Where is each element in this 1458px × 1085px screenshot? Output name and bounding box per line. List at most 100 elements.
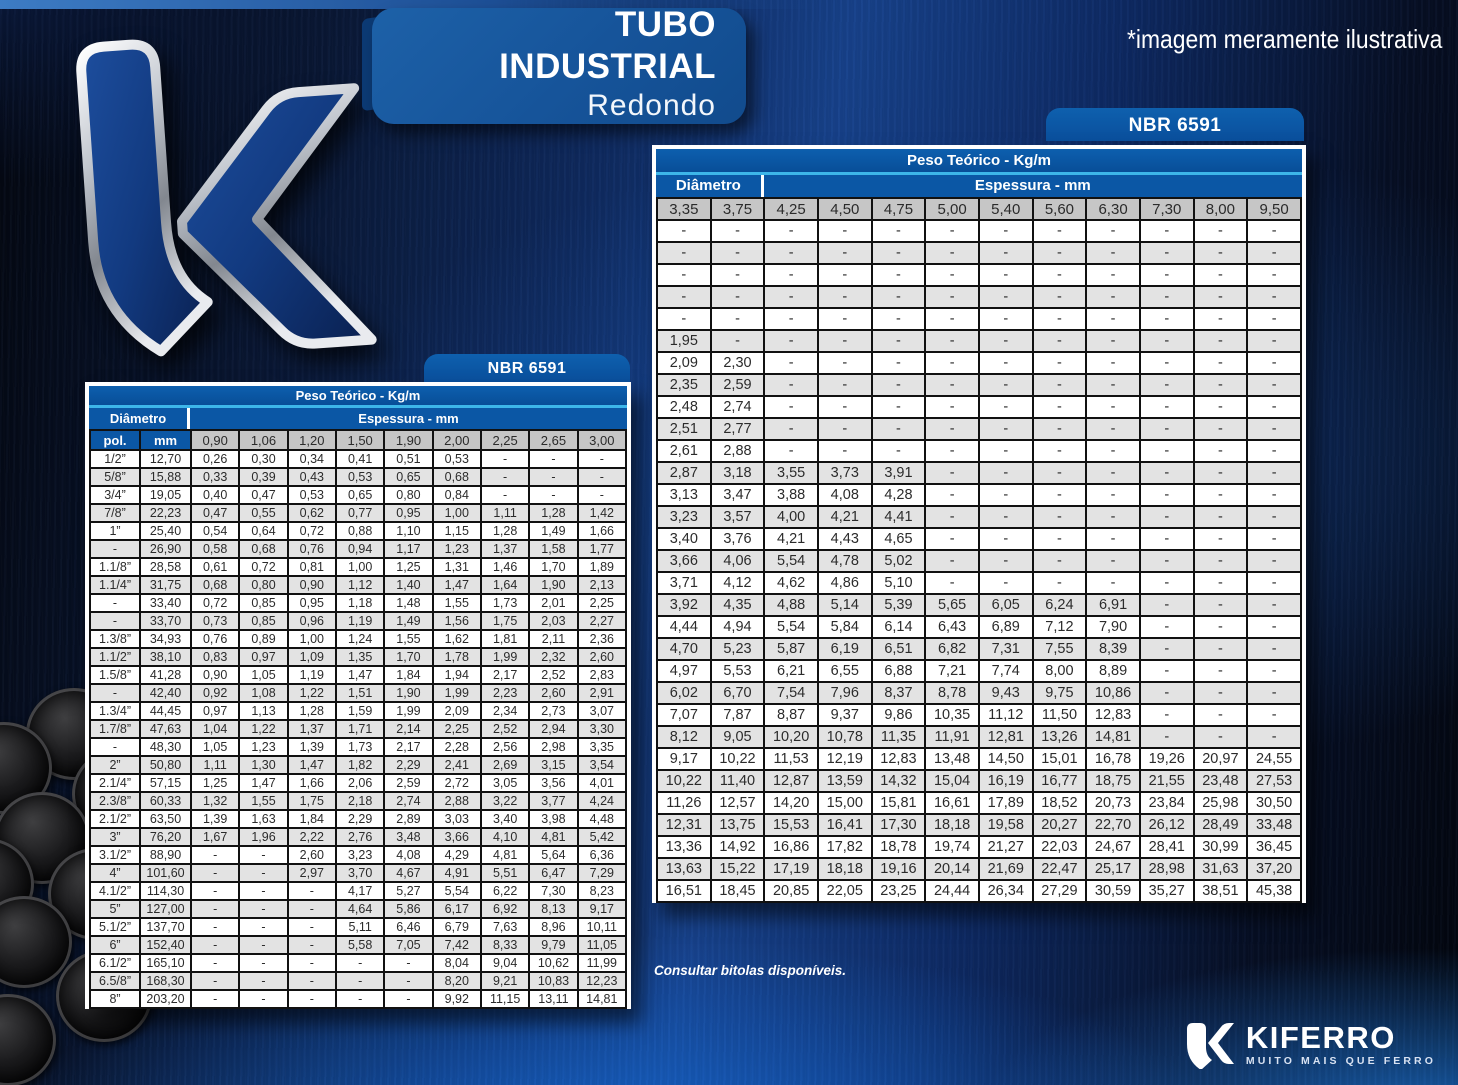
table-cell: 3,73 — [816, 461, 873, 485]
table-cell: 5,84 — [816, 615, 873, 639]
table-cell: 11,12 — [977, 703, 1034, 727]
top-light-strip — [0, 0, 820, 9]
table-cell: - — [1192, 373, 1249, 397]
table-cell: 11,99 — [576, 953, 628, 973]
table-cell: 13,75 — [709, 813, 766, 837]
table-row: 3,23 3,57 4,00 4,21 4,41- - - - - - - — [656, 505, 1302, 529]
table-cell: - — [1138, 329, 1195, 353]
table-cell: 0,30 — [238, 449, 289, 469]
table-row: 2,48 2,74- - - - - - - - - - — [656, 395, 1302, 419]
table-cell: - — [1138, 549, 1195, 573]
table-cell: - — [1138, 703, 1195, 727]
table-cell: - — [977, 219, 1034, 243]
table-cell: - — [189, 989, 241, 1009]
table-cell: 5/8” — [89, 467, 141, 487]
table-cell: 21,69 — [977, 857, 1034, 881]
table-cell: - — [1138, 395, 1195, 419]
table-cell: 2,52 — [479, 719, 531, 739]
table-cell: - — [1085, 461, 1141, 485]
table-cell: - — [189, 899, 241, 919]
table-row: 2.1/4” 57,15 1,25 1,47 1,66 2,06 2,59 2,72 3,05 3… — [89, 773, 628, 793]
table-cell: - — [1246, 373, 1302, 397]
table-cell: 1,66 — [286, 773, 337, 793]
table-cell: - — [1031, 241, 1088, 265]
table-row: 2” 50,80 1,11 1,30 1,47 1,82 2,29 2,41 2,69 3,15 3… — [89, 755, 628, 775]
table-cell: 3,40 — [656, 527, 712, 551]
table-cell: 3,92 — [656, 593, 712, 617]
table-cell: - — [977, 417, 1034, 441]
table-cell: 8,04 — [431, 953, 482, 973]
table-row: 2,87 3,18 3,55 3,73 3,91- - - - - - - — [656, 461, 1302, 485]
table-cell: 2,28 — [431, 737, 482, 757]
table-cell: - — [870, 219, 927, 243]
table-cell: 4,67 — [383, 863, 434, 883]
table-cell: 1,48 — [383, 593, 434, 613]
table-cell: 1,47 — [286, 755, 337, 775]
table-cell: 6,14 — [870, 615, 927, 639]
table-cell: - — [1085, 329, 1141, 353]
table-cell: - — [977, 483, 1034, 507]
table-cell: 5,14 — [816, 593, 873, 617]
table-cell: - — [1085, 219, 1141, 243]
table-cell: 1,47 — [431, 575, 482, 595]
thickness-header-cell: 4,50 — [816, 197, 873, 221]
table-cell: - — [924, 527, 980, 551]
table-cell: 9,05 — [709, 725, 766, 749]
table-cell: - — [1138, 725, 1195, 749]
table-cell: 1,49 — [383, 611, 434, 631]
diameter-group-header: Diâmetro — [89, 408, 190, 429]
table-cell: 13,26 — [1031, 725, 1088, 749]
table-cell: 21,27 — [977, 835, 1034, 859]
table-cell: 5,87 — [763, 637, 819, 661]
table-cell: - — [238, 917, 289, 937]
nbr-badge-right: NBR 6591 — [1046, 108, 1304, 141]
table-row: 3,66 4,06 5,54 4,78 5,02- - - - - - - — [656, 549, 1302, 573]
table-cell: 1,17 — [383, 539, 434, 559]
table-cell: - — [1031, 219, 1088, 243]
table-cell: 2,61 — [656, 439, 712, 463]
table-cell: 10,35 — [924, 703, 980, 727]
table-cell: 19,16 — [870, 857, 927, 881]
table-cell: 0,41 — [334, 449, 386, 469]
table-cell: 1,55 — [431, 593, 482, 613]
table-cell: 2” — [89, 755, 141, 775]
table-cell: 1,00 — [431, 503, 482, 523]
table-cell: - — [1192, 505, 1249, 529]
table-cell: 0,68 — [431, 467, 482, 487]
table-cell: 0,58 — [189, 539, 241, 559]
table-cell: - — [1031, 351, 1088, 375]
table-row: ------------ — [656, 285, 1302, 309]
table-cell: 3.1/2” — [89, 845, 141, 865]
table-cell: 0,90 — [286, 575, 337, 595]
table-cell: 57,15 — [139, 773, 192, 793]
table-cell: - — [1246, 241, 1302, 265]
table-cell: 27,53 — [1246, 769, 1302, 793]
table-row: ------------ — [656, 219, 1302, 243]
table-cell: - — [189, 935, 241, 955]
table-cell: - — [1192, 593, 1249, 617]
table-cell: 1,55 — [238, 791, 289, 811]
table-row: 9,17 10,22 11,53 12,19 12,83 13,48 14,50 15,01 1… — [656, 747, 1302, 771]
table-cell: - — [238, 845, 289, 865]
thickness-header-cell: 1,90 — [383, 429, 434, 451]
table-cell: 9,37 — [816, 703, 873, 727]
table-cell: 17,30 — [870, 813, 927, 837]
table-cell: 3,18 — [709, 461, 766, 485]
table-cell: 4,65 — [870, 527, 927, 551]
table-row: 3,92 4,35 4,88 5,14 5,39 5,65 6,05 6,24 6,91- - - — [656, 593, 1302, 617]
table-cell: - — [1192, 285, 1249, 309]
table-cell: 2,60 — [528, 683, 579, 703]
table-cell: - — [924, 571, 980, 595]
table-cell: - — [977, 505, 1034, 529]
table-cell: 9,43 — [977, 681, 1034, 705]
table-cell: 4,64 — [334, 899, 386, 919]
table-cell: 4,01 — [576, 773, 628, 793]
table-cell: - — [1138, 681, 1195, 705]
table-row: 6” 152,40- - -5,58 7,05 7,42 8,33 9,79 11,05 — [89, 935, 628, 955]
table-cell: 5,54 — [763, 615, 819, 639]
table-cell: - — [238, 989, 289, 1009]
table-row: 6.5/8” 168,30- - - - -8,20 9,21 10,83 12,23 — [89, 971, 628, 991]
table-cell: - — [924, 395, 980, 419]
table-cell: 2,36 — [576, 629, 628, 649]
table-cell: 0,51 — [383, 449, 434, 469]
